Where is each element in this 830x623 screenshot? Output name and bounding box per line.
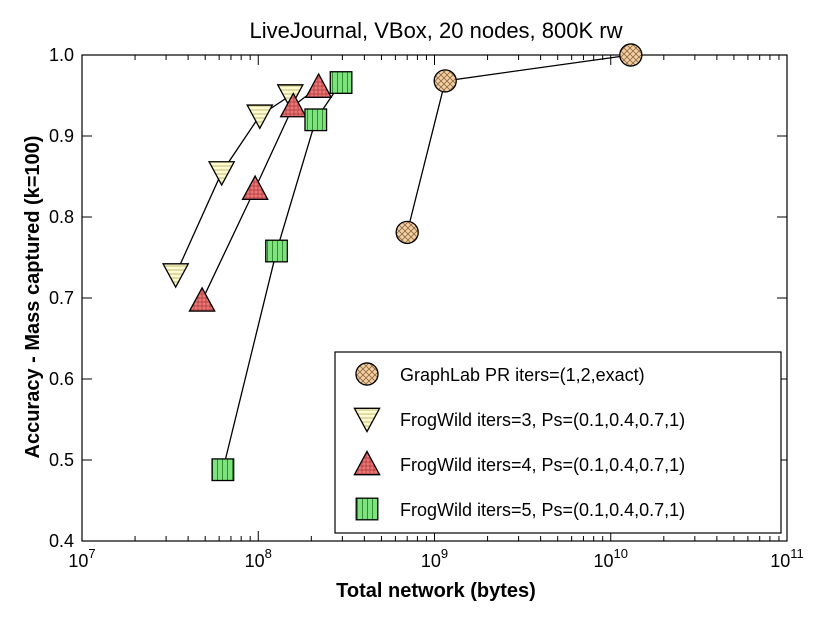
data-point	[619, 43, 643, 67]
legend-marker	[355, 362, 379, 386]
data-point	[265, 239, 288, 263]
y-tick-label: 1.0	[49, 45, 74, 65]
x-tick-label: 1010	[594, 546, 629, 571]
series-line	[222, 82, 342, 470]
data-point	[211, 458, 235, 482]
y-tick-label: 0.4	[49, 531, 74, 551]
x-tick-base: 10	[770, 551, 790, 571]
y-tick-label: 0.9	[49, 126, 74, 146]
x-tick-label: 1011	[770, 546, 804, 571]
x-tick-base: 10	[68, 551, 88, 571]
x-tick-base: 10	[594, 551, 614, 571]
y-tick-label: 0.8	[49, 207, 74, 227]
x-tick-label: 108	[245, 546, 272, 571]
legend-marker	[353, 407, 381, 433]
x-tick-exponent: 11	[790, 546, 804, 561]
y-tick-label: 0.7	[49, 288, 74, 308]
series-line	[175, 94, 291, 275]
data-point	[395, 220, 419, 245]
legend-marker	[353, 450, 381, 476]
data-point	[304, 72, 333, 98]
series-3	[211, 71, 353, 482]
x-tick-base: 10	[245, 551, 265, 571]
data-point	[276, 84, 304, 110]
series-layer	[161, 43, 643, 482]
data-point	[329, 71, 353, 94]
legend-label: FrogWild iters=5, Ps=(0.1,0.4,0.7,1)	[400, 500, 685, 520]
x-tick-exponent: 9	[441, 546, 448, 561]
x-tick-exponent: 8	[265, 546, 272, 561]
x-tick-exponent: 7	[88, 546, 95, 561]
legend-label: GraphLab PR iters=(1,2,exact)	[400, 365, 645, 385]
series-1	[161, 84, 304, 289]
x-tick-base: 10	[421, 551, 441, 571]
data-point	[161, 263, 190, 289]
chart-title: LiveJournal, VBox, 20 nodes, 800K rw	[249, 18, 622, 43]
data-point	[241, 174, 269, 201]
y-tick-label: 0.6	[49, 369, 74, 389]
y-axis-label: Accuracy - Mass captured (k=100)	[22, 136, 44, 459]
y-tick-label: 0.5	[49, 450, 74, 470]
x-tick-label: 109	[421, 546, 448, 571]
legend: GraphLab PR iters=(1,2,exact) FrogWild it…	[334, 351, 782, 534]
data-point	[433, 69, 457, 93]
legend-marker	[355, 497, 379, 521]
data-point	[279, 92, 307, 118]
series-0	[395, 43, 643, 245]
data-point	[188, 286, 216, 312]
series-2	[188, 72, 333, 312]
data-point	[207, 161, 236, 187]
data-point	[304, 108, 328, 132]
x-tick-label: 107	[68, 546, 95, 571]
legend-label: FrogWild iters=3, Ps=(0.1,0.4,0.7,1)	[400, 410, 685, 430]
legend-box	[334, 351, 782, 534]
data-point	[246, 104, 274, 130]
x-tick-exponent: 10	[614, 546, 628, 561]
legend-label: FrogWild iters=4, Ps=(0.1,0.4,0.7,1)	[400, 455, 685, 475]
x-axis-label: Total network (bytes)	[336, 580, 536, 602]
